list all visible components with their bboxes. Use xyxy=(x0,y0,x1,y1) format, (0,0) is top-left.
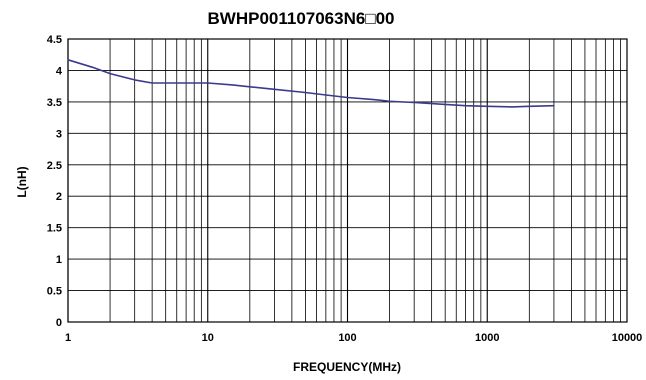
series-group xyxy=(67,58,555,108)
x-axis-title: FREQUENCY(MHz) xyxy=(293,360,401,374)
plot-frame xyxy=(67,38,628,323)
chart-title: BWHP001107063N6□00 xyxy=(208,9,395,28)
y-tick-label: 0.5 xyxy=(47,286,62,298)
x-tick-label: 10 xyxy=(202,332,214,344)
series-line xyxy=(67,58,555,108)
y-tick-label: 4.5 xyxy=(47,34,62,46)
y-ticks: 0 0.5 1 1.5 2 2.5 3 3.5 4 4.5 xyxy=(47,34,63,329)
y-tick-label: 4 xyxy=(56,65,63,77)
y-tick-label: 2.5 xyxy=(47,160,62,172)
y-tick-label: 3 xyxy=(56,128,62,140)
y-axis-title: L(nH) xyxy=(15,166,29,197)
x-ticks: 1 10 100 1000 10000 xyxy=(65,332,642,344)
y-tick-label: 2 xyxy=(56,191,62,203)
x-tick-label: 100 xyxy=(338,332,356,344)
grid xyxy=(67,38,627,323)
x-tick-label: 1000 xyxy=(475,332,499,344)
x-tick-label: 10000 xyxy=(612,332,643,344)
y-tick-label: 0 xyxy=(56,317,62,329)
y-tick-label: 1 xyxy=(56,254,62,266)
x-tick-label: 1 xyxy=(65,332,71,344)
y-tick-label: 1.5 xyxy=(47,223,62,235)
y-tick-label: 3.5 xyxy=(47,97,62,109)
